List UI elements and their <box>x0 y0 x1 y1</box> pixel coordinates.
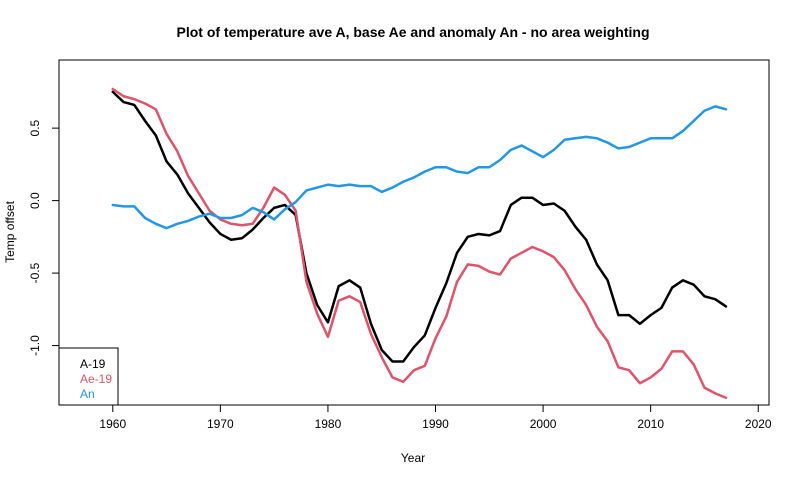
legend-box <box>58 347 119 406</box>
y-tick-label: -1.0 <box>28 335 42 356</box>
y-tick-label: -0.5 <box>28 262 42 283</box>
series-lines <box>111 87 728 399</box>
legend-entry: An <box>80 387 95 401</box>
series-line-an <box>111 105 728 230</box>
x-tick-label: 2010 <box>637 417 664 431</box>
y-axis-label: Temp offset <box>3 200 17 262</box>
plot-frame <box>58 59 770 406</box>
x-tick-label: 2020 <box>745 417 772 431</box>
legend-entry: Ae-19 <box>80 372 112 386</box>
y-tick-label: 0.0 <box>28 192 42 209</box>
x-tick-label: 2000 <box>530 417 557 431</box>
x-axis-label: Year <box>401 451 425 465</box>
x-tick-label: 1960 <box>99 417 126 431</box>
legend-entry: A-19 <box>80 357 106 371</box>
x-tick-label: 1980 <box>315 417 342 431</box>
series-line-ae-19 <box>111 87 728 399</box>
plot-area <box>58 59 770 406</box>
y-tick-label: 0.5 <box>28 119 42 136</box>
x-axis: 1960 1970 1980 1990 2000 2010 2020 <box>99 404 772 431</box>
y-axis: -1.0 -0.5 0.0 0.5 <box>28 119 60 356</box>
x-tick-label: 1990 <box>422 417 449 431</box>
series-line-a-19 <box>111 90 728 363</box>
chart-title: Plot of temperature ave A, base Ae and a… <box>177 24 650 40</box>
x-tick-label: 1970 <box>207 417 234 431</box>
